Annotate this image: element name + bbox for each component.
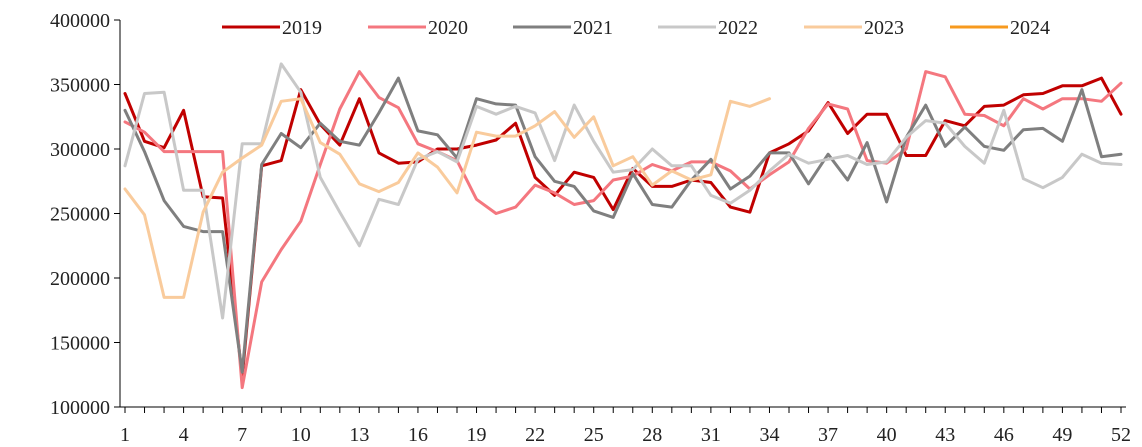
x-tick-label: 19 bbox=[467, 424, 487, 446]
legend-label-2024: 2024 bbox=[1010, 17, 1050, 39]
legend-label-2020: 2020 bbox=[428, 17, 468, 39]
series-line-2020 bbox=[123, 70, 1123, 390]
x-tick-label: 52 bbox=[1111, 424, 1131, 446]
x-tick-label: 22 bbox=[525, 424, 545, 446]
y-tick-label: 250000 bbox=[50, 204, 110, 226]
x-tick-label: 37 bbox=[818, 424, 838, 446]
y-tick-label: 200000 bbox=[50, 268, 110, 290]
x-tick-label: 16 bbox=[408, 424, 428, 446]
legend: 2019 2020 2021 2022 2023 2024 bbox=[222, 17, 1050, 39]
x-tick-label: 34 bbox=[759, 424, 779, 446]
legend-label-2021: 2021 bbox=[573, 17, 613, 39]
series-line-2023 bbox=[123, 97, 771, 299]
series-line-2021 bbox=[123, 76, 1123, 374]
y-tick-label: 300000 bbox=[50, 139, 110, 161]
x-tick-label: 25 bbox=[584, 424, 604, 446]
x-tick-label: 49 bbox=[1052, 424, 1072, 446]
series-layer bbox=[123, 62, 1123, 390]
x-tick-label: 13 bbox=[349, 424, 369, 446]
axes: 100000 150000 200000 250000 300000 350000 4000… bbox=[50, 10, 1131, 446]
x-tick-label: 43 bbox=[935, 424, 955, 446]
x-tick-label: 7 bbox=[237, 424, 247, 446]
x-tick-label: 1 bbox=[120, 424, 130, 446]
legend-label-2019: 2019 bbox=[282, 17, 322, 39]
y-tick-label: 400000 bbox=[50, 10, 110, 32]
x-tick-label: 31 bbox=[701, 424, 721, 446]
x-tick-label: 28 bbox=[642, 424, 662, 446]
y-tick-label: 350000 bbox=[50, 75, 110, 97]
x-tick-label: 40 bbox=[877, 424, 897, 446]
y-tick-label: 150000 bbox=[50, 333, 110, 355]
x-tick-label: 10 bbox=[291, 424, 311, 446]
x-tick-label: 46 bbox=[994, 424, 1014, 446]
y-tick-label: 100000 bbox=[50, 397, 110, 419]
series-line-2022 bbox=[123, 62, 1123, 320]
legend-label-2023: 2023 bbox=[864, 17, 904, 39]
x-tick-label: 4 bbox=[179, 424, 189, 446]
legend-label-2022: 2022 bbox=[718, 17, 758, 39]
series-line-2019 bbox=[123, 76, 1123, 379]
